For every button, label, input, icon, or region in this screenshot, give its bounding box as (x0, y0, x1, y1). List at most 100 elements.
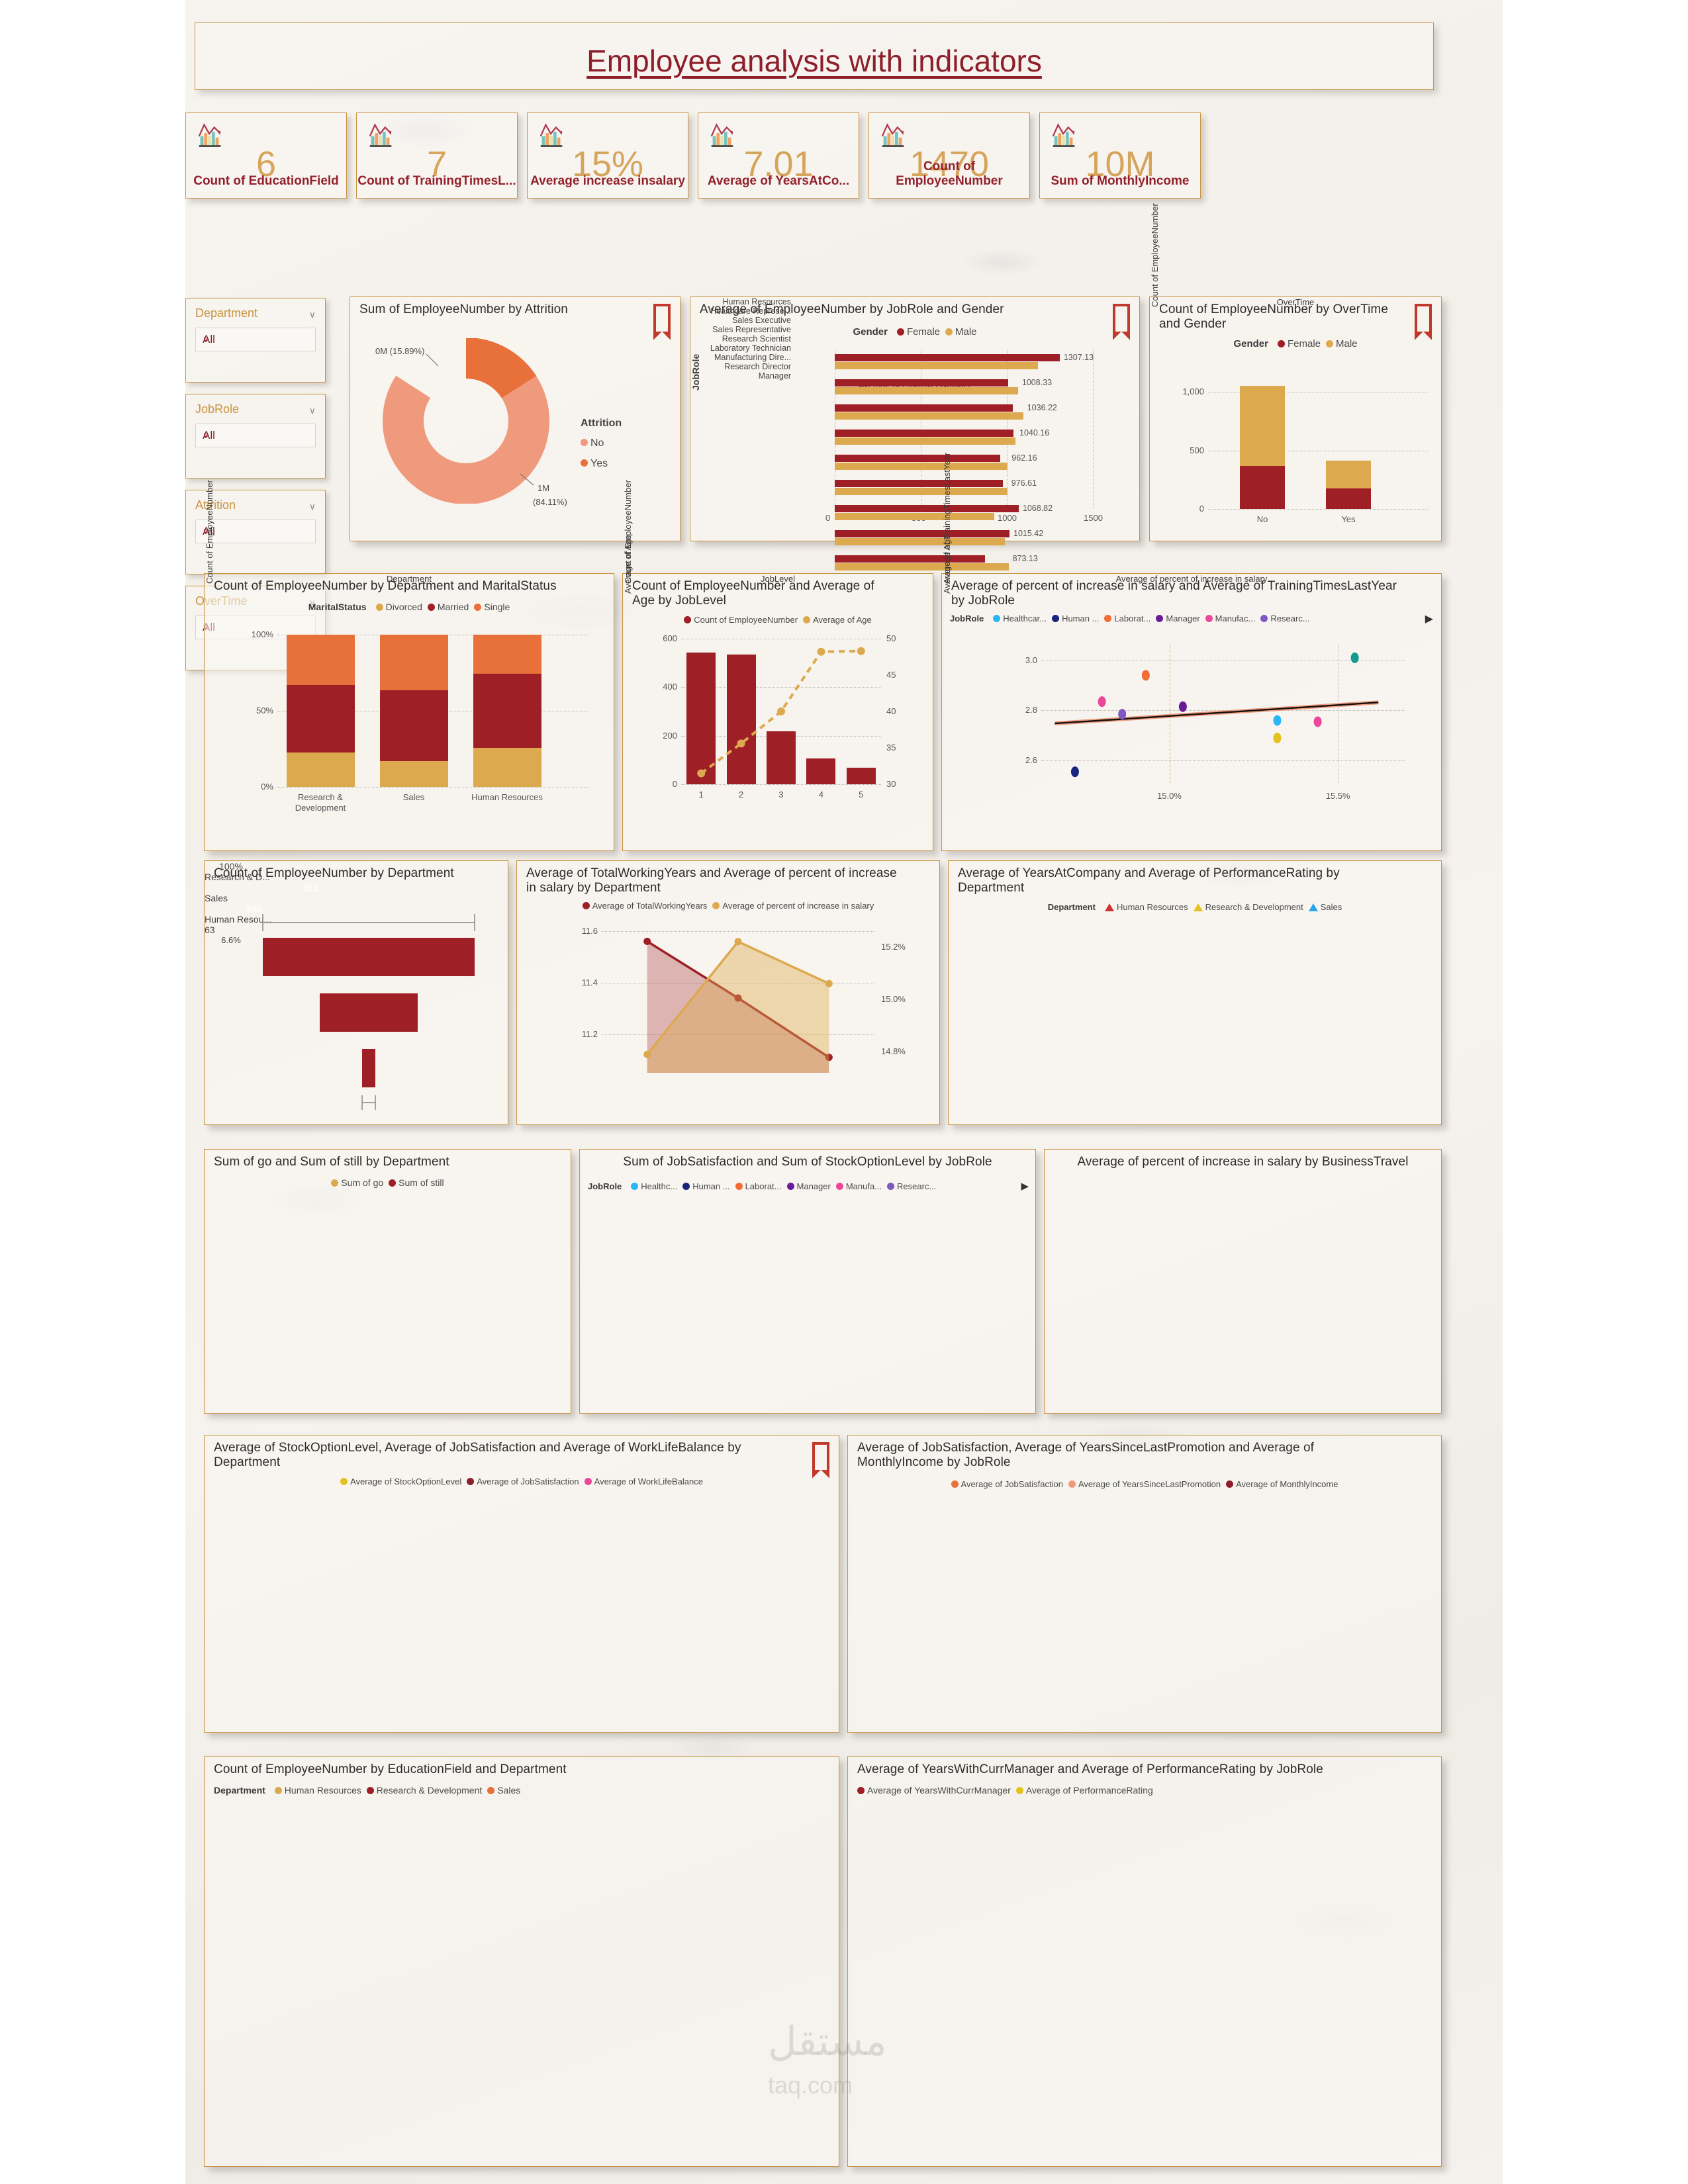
legend-label-pct[interactable]: Average of percent of increase in salary (722, 901, 874, 911)
bookmark-icon[interactable] (812, 1442, 829, 1479)
chevron-down-icon[interactable]: ∨ (203, 526, 209, 536)
kpi-card-5[interactable]: 10M Sum of MonthlyIncome (1039, 113, 1201, 199)
bar-male-3[interactable] (835, 437, 1015, 445)
kpi-card-0[interactable]: 6 Count of EducationField (185, 113, 347, 199)
scatter-point-4[interactable] (1178, 701, 1187, 712)
legend-label-1[interactable]: Human ... (692, 1181, 730, 1191)
scatter-point-7[interactable] (1313, 716, 1322, 727)
donut-legend-yes[interactable]: Yes (581, 458, 608, 470)
bar-male-2[interactable] (835, 412, 1023, 420)
legend-label-5[interactable]: Researc... (897, 1181, 937, 1191)
kpi-card-2[interactable]: 15% Average increase insalary (527, 113, 688, 199)
legend-label-1[interactable]: Human ... (1062, 614, 1100, 623)
legend-label-count[interactable]: Count of EmployeeNumber (694, 615, 798, 625)
bar-single-1[interactable] (379, 635, 448, 690)
bookmark-icon[interactable] (653, 304, 671, 340)
legend-label-male[interactable]: Male (1336, 338, 1358, 349)
bar-female-5[interactable] (835, 480, 1003, 487)
slicer-jobrole[interactable]: JobRole ∨ All ∨ (185, 394, 326, 478)
legend-label-pr[interactable]: Average of PerformanceRating (1025, 1785, 1153, 1796)
bar-female-0[interactable] (835, 354, 1060, 361)
bookmark-icon[interactable] (1415, 304, 1432, 340)
chevron-down-icon[interactable]: ∨ (308, 309, 316, 320)
legend-label-js[interactable]: Average of JobSatisfaction (961, 1479, 1063, 1489)
legend-label-divorced[interactable]: Divorced (385, 602, 422, 612)
bar-female-6[interactable] (835, 505, 1019, 512)
legend-label-wlb[interactable]: Average of WorkLifeBalance (594, 1477, 703, 1486)
bar-count-1[interactable] (686, 652, 716, 784)
bar-female-3[interactable] (835, 430, 1014, 437)
bar-female-No[interactable] (1240, 465, 1285, 509)
scatter-point-6[interactable] (1273, 733, 1282, 744)
legend-label-hr[interactable]: Human Resources (284, 1785, 361, 1796)
legend-label-female[interactable]: Female (1287, 338, 1321, 349)
bar-female-8[interactable] (835, 555, 985, 563)
bar-female-7[interactable] (835, 530, 1009, 537)
funnel-bar-0[interactable] (263, 938, 475, 976)
legend-label-2[interactable]: Laborat... (745, 1181, 782, 1191)
funnel-bar-2[interactable] (361, 1049, 376, 1087)
legend-label-rd[interactable]: Research & Development (1205, 902, 1303, 912)
chevron-down-icon[interactable]: ∨ (203, 430, 209, 440)
legend-label-income[interactable]: Average of MonthlyIncome (1236, 1479, 1338, 1489)
legend-label-sol[interactable]: Average of StockOptionLevel (350, 1477, 462, 1486)
bar-divorced-1[interactable] (379, 760, 448, 787)
bar-male-Yes[interactable] (1326, 460, 1371, 488)
bar-female-1[interactable] (835, 379, 1009, 387)
bar-male-5[interactable] (835, 488, 1008, 495)
slicer-dropdown[interactable]: All∨ (195, 520, 316, 543)
bar-married-0[interactable] (286, 684, 355, 753)
chevron-down-icon[interactable]: ∨ (203, 334, 209, 344)
scatter-point-8[interactable] (1350, 652, 1359, 663)
chevron-down-icon[interactable]: ∨ (308, 501, 316, 512)
bar-female-2[interactable] (835, 404, 1013, 412)
kpi-card-4[interactable]: 1470 Count of EmployeeNumber (868, 113, 1030, 199)
slicer-dropdown[interactable]: All∨ (195, 328, 316, 351)
bar-count-5[interactable] (846, 767, 876, 784)
bar-male-1[interactable] (835, 387, 1018, 394)
bar-male-7[interactable] (835, 538, 1005, 545)
bar-female-4[interactable] (835, 455, 1001, 462)
legend-label-promo[interactable]: Average of YearsSinceLastPromotion (1078, 1479, 1221, 1489)
legend-next-arrow-icon[interactable]: ▶ (1021, 1181, 1029, 1192)
slicer-dropdown[interactable]: All∨ (195, 424, 316, 447)
donut-legend-no[interactable]: No (581, 437, 604, 449)
chevron-down-icon[interactable]: ∨ (308, 405, 316, 416)
legend-label-female[interactable]: Female (906, 326, 941, 338)
bar-married-1[interactable] (379, 690, 448, 761)
scatter-point-0[interactable] (1070, 766, 1079, 778)
bar-single-0[interactable] (286, 635, 355, 685)
scatter-point-2[interactable] (1118, 709, 1127, 720)
kpi-card-3[interactable]: 7.01 Average of YearsAtCo... (698, 113, 859, 199)
legend-label-4[interactable]: Manufa... (845, 1181, 882, 1191)
bar-divorced-2[interactable] (473, 748, 541, 787)
legend-label-0[interactable]: Healthc... (641, 1181, 678, 1191)
legend-label-2[interactable]: Laborat... (1114, 614, 1151, 623)
bar-male-No[interactable] (1240, 385, 1285, 466)
bar-male-4[interactable] (835, 463, 1008, 470)
bar-count-4[interactable] (806, 758, 836, 784)
legend-label-4[interactable]: Manufac... (1215, 614, 1256, 623)
scatter-point-3[interactable] (1141, 670, 1150, 681)
legend-label-go[interactable]: Sum of go (341, 1177, 384, 1188)
legend-label-5[interactable]: Researc... (1270, 614, 1310, 623)
legend-label-rd[interactable]: Research & Development (376, 1785, 483, 1796)
bar-male-8[interactable] (835, 563, 1009, 570)
bookmark-icon[interactable] (1113, 304, 1130, 340)
legend-label-twy[interactable]: Average of TotalWorkingYears (592, 901, 708, 911)
scatter-point-5[interactable] (1273, 715, 1282, 726)
legend-label-sales[interactable]: Sales (497, 1785, 521, 1796)
legend-label-js[interactable]: Average of JobSatisfaction (477, 1477, 579, 1486)
legend-label-ywcm[interactable]: Average of YearsWithCurrManager (867, 1785, 1011, 1796)
slicer-attrition[interactable]: Attrition ∨ All ∨ (185, 490, 326, 574)
bar-single-2[interactable] (473, 635, 541, 674)
bar-female-Yes[interactable] (1326, 488, 1371, 509)
bar-count-3[interactable] (767, 731, 796, 784)
legend-label-3[interactable]: Manager (1166, 614, 1200, 623)
legend-label-age[interactable]: Average of Age (813, 615, 872, 625)
kpi-card-1[interactable]: 7 Count of TrainingTimesL... (356, 113, 518, 199)
legend-label-sales[interactable]: Sales (1320, 902, 1342, 912)
legend-label-married[interactable]: Married (437, 602, 469, 612)
legend-label-single[interactable]: Single (484, 602, 510, 612)
legend-label-0[interactable]: Healthcar... (1003, 614, 1047, 623)
